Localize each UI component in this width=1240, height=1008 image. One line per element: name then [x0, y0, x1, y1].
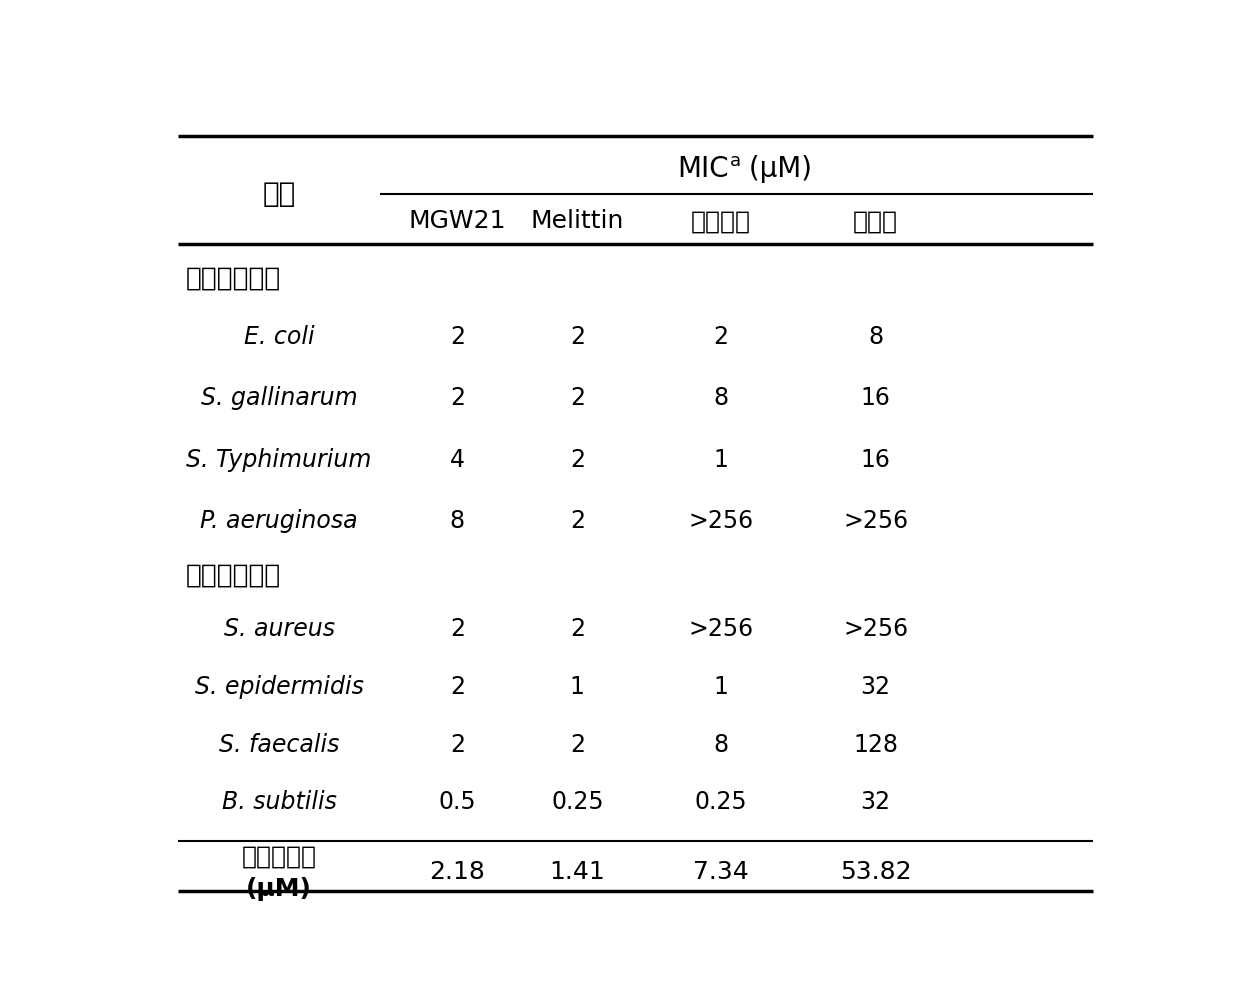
Text: 32: 32: [861, 790, 890, 814]
Text: MGW21: MGW21: [408, 210, 506, 234]
Text: 32: 32: [861, 675, 890, 699]
Text: 53.82: 53.82: [839, 860, 911, 884]
Text: 2: 2: [570, 386, 585, 410]
Text: 2.18: 2.18: [429, 860, 485, 884]
Text: 2: 2: [570, 617, 585, 641]
Text: 4: 4: [450, 448, 465, 472]
Text: 1: 1: [713, 675, 728, 699]
Text: 1.41: 1.41: [549, 860, 605, 884]
Text: 2: 2: [713, 325, 728, 349]
Text: S. aureus: S. aureus: [223, 617, 335, 641]
Text: 8: 8: [868, 325, 883, 349]
Text: 2: 2: [570, 509, 585, 533]
Text: 2: 2: [570, 325, 585, 349]
Text: 8: 8: [713, 733, 728, 757]
Text: 氯霉素: 氯霉素: [853, 210, 898, 234]
Text: S. epidermidis: S. epidermidis: [195, 675, 363, 699]
Text: 几何平均数: 几何平均数: [242, 845, 316, 868]
Text: 2: 2: [570, 733, 585, 757]
Text: 1: 1: [713, 448, 728, 472]
Text: 16: 16: [861, 448, 890, 472]
Text: >256: >256: [688, 617, 754, 641]
Text: 卡那霉素: 卡那霉素: [691, 210, 750, 234]
Text: 革兰氏阳性菌: 革兰氏阳性菌: [186, 562, 281, 589]
Text: 7.34: 7.34: [693, 860, 749, 884]
Text: 2: 2: [570, 448, 585, 472]
Text: 2: 2: [450, 325, 465, 349]
Text: (μM): (μM): [740, 155, 812, 183]
Text: S. Typhimurium: S. Typhimurium: [186, 448, 372, 472]
Text: 2: 2: [450, 675, 465, 699]
Text: >256: >256: [688, 509, 754, 533]
Text: E. coli: E. coli: [244, 325, 314, 349]
Text: P. aeruginosa: P. aeruginosa: [200, 509, 358, 533]
Text: 16: 16: [861, 386, 890, 410]
Text: 菌株: 菌株: [263, 180, 295, 208]
Text: 0.25: 0.25: [694, 790, 746, 814]
Text: 0.25: 0.25: [551, 790, 604, 814]
Text: MIC: MIC: [677, 155, 729, 183]
Text: 2: 2: [450, 386, 465, 410]
Text: 128: 128: [853, 733, 898, 757]
Text: S. faecalis: S. faecalis: [218, 733, 340, 757]
Text: a: a: [730, 152, 742, 170]
Text: 革兰氏阴性菌: 革兰氏阴性菌: [186, 266, 281, 291]
Text: >256: >256: [843, 509, 909, 533]
Text: Melittin: Melittin: [531, 210, 624, 234]
Text: 2: 2: [450, 733, 465, 757]
Text: 0.5: 0.5: [439, 790, 476, 814]
Text: 2: 2: [450, 617, 465, 641]
Text: B. subtilis: B. subtilis: [222, 790, 336, 814]
Text: 8: 8: [450, 509, 465, 533]
Text: 1: 1: [570, 675, 585, 699]
Text: 8: 8: [713, 386, 728, 410]
Text: S. gallinarum: S. gallinarum: [201, 386, 357, 410]
Text: (μM): (μM): [246, 877, 312, 901]
Text: >256: >256: [843, 617, 909, 641]
